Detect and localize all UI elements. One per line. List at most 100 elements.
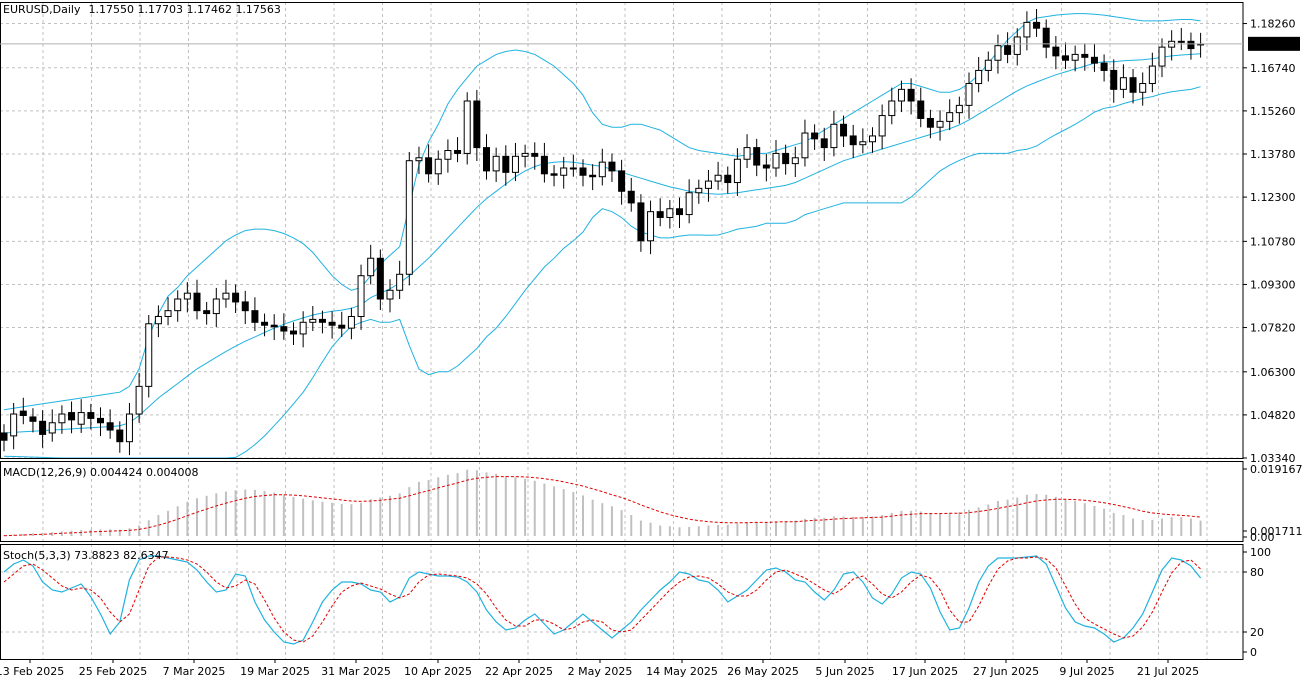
- candle[interactable]: [203, 301, 211, 325]
- candle[interactable]: [975, 57, 983, 93]
- candle[interactable]: [936, 110, 944, 141]
- candle[interactable]: [193, 279, 201, 320]
- candle[interactable]: [483, 134, 490, 180]
- candle[interactable]: [579, 159, 587, 187]
- candle[interactable]: [869, 127, 876, 153]
- candle[interactable]: [145, 315, 153, 398]
- candle[interactable]: [811, 124, 819, 150]
- candle[interactable]: [116, 421, 124, 453]
- candle[interactable]: [743, 134, 751, 168]
- candle[interactable]: [907, 78, 915, 115]
- candle[interactable]: [290, 322, 297, 346]
- candle[interactable]: [425, 144, 433, 183]
- candle[interactable]: [19, 397, 27, 425]
- candle[interactable]: [647, 200, 655, 255]
- candle[interactable]: [174, 290, 182, 322]
- candle[interactable]: [463, 92, 471, 165]
- candle[interactable]: [820, 127, 828, 161]
- candle[interactable]: [801, 119, 809, 167]
- candle[interactable]: [502, 145, 510, 186]
- candle[interactable]: [309, 306, 317, 332]
- candle[interactable]: [733, 148, 741, 196]
- candle[interactable]: [1177, 27, 1185, 51]
- candle[interactable]: [714, 161, 722, 190]
- candle[interactable]: [29, 408, 37, 433]
- candle[interactable]: [859, 128, 867, 154]
- candle[interactable]: [386, 279, 394, 313]
- candle[interactable]: [299, 311, 307, 348]
- candle[interactable]: [48, 409, 56, 442]
- candle[interactable]: [434, 150, 442, 185]
- candle[interactable]: [261, 313, 269, 337]
- candle[interactable]: [135, 372, 143, 423]
- candle[interactable]: [560, 156, 568, 189]
- candle[interactable]: [888, 87, 896, 125]
- candle[interactable]: [511, 142, 519, 182]
- candle[interactable]: [396, 260, 404, 300]
- candle[interactable]: [598, 148, 606, 186]
- candle[interactable]: [125, 402, 133, 456]
- candle[interactable]: [58, 405, 66, 434]
- candle[interactable]: [39, 410, 47, 448]
- candle[interactable]: [753, 138, 761, 177]
- candle[interactable]: [222, 279, 230, 308]
- candle[interactable]: [154, 305, 162, 338]
- candle[interactable]: [164, 297, 172, 326]
- candle[interactable]: [347, 307, 355, 340]
- candle[interactable]: [1033, 8, 1041, 37]
- candle[interactable]: [405, 151, 413, 286]
- candle[interactable]: [521, 144, 529, 168]
- candle[interactable]: [444, 139, 452, 173]
- candle[interactable]: [1090, 43, 1098, 72]
- candle[interactable]: [1187, 32, 1195, 60]
- candle[interactable]: [280, 313, 288, 340]
- candle[interactable]: [965, 72, 973, 119]
- candle[interactable]: [724, 166, 732, 194]
- candle[interactable]: [897, 80, 905, 113]
- candle[interactable]: [704, 170, 712, 202]
- candle[interactable]: [608, 153, 616, 182]
- candle[interactable]: [666, 200, 674, 229]
- candle[interactable]: [338, 311, 346, 337]
- candle[interactable]: [77, 399, 85, 433]
- candle[interactable]: [376, 249, 384, 311]
- candle[interactable]: [106, 409, 114, 439]
- candle[interactable]: [1081, 43, 1089, 71]
- candle[interactable]: [1100, 54, 1108, 82]
- candle[interactable]: [1158, 38, 1166, 78]
- candle[interactable]: [415, 146, 423, 175]
- candle[interactable]: [917, 87, 925, 128]
- candle[interactable]: [1004, 32, 1012, 64]
- candle[interactable]: [241, 290, 249, 325]
- candle[interactable]: [1148, 52, 1156, 93]
- candle[interactable]: [984, 51, 992, 82]
- candle[interactable]: [849, 124, 857, 159]
- candle[interactable]: [695, 179, 703, 204]
- candle[interactable]: [946, 99, 954, 131]
- candle[interactable]: [1052, 36, 1060, 70]
- candle[interactable]: [251, 297, 259, 332]
- candle[interactable]: [232, 284, 240, 313]
- candle[interactable]: [955, 96, 963, 124]
- candles[interactable]: [0, 8, 1205, 456]
- candle[interactable]: [328, 311, 336, 339]
- candle[interactable]: [68, 401, 76, 434]
- candle[interactable]: [627, 177, 635, 212]
- candle[interactable]: [685, 179, 693, 224]
- candle[interactable]: [791, 146, 799, 178]
- candle[interactable]: [367, 244, 375, 285]
- candle[interactable]: [878, 104, 886, 150]
- candle[interactable]: [540, 142, 548, 183]
- candle[interactable]: [1119, 64, 1127, 99]
- candle[interactable]: [1071, 45, 1079, 72]
- candle[interactable]: [1139, 72, 1147, 106]
- candle[interactable]: [1013, 28, 1021, 66]
- candle[interactable]: [782, 144, 790, 175]
- candle[interactable]: [87, 403, 95, 430]
- candle[interactable]: [926, 109, 934, 139]
- candle[interactable]: [994, 34, 1002, 74]
- candle[interactable]: [454, 137, 462, 163]
- candle[interactable]: [1110, 59, 1118, 103]
- candle[interactable]: [531, 142, 539, 170]
